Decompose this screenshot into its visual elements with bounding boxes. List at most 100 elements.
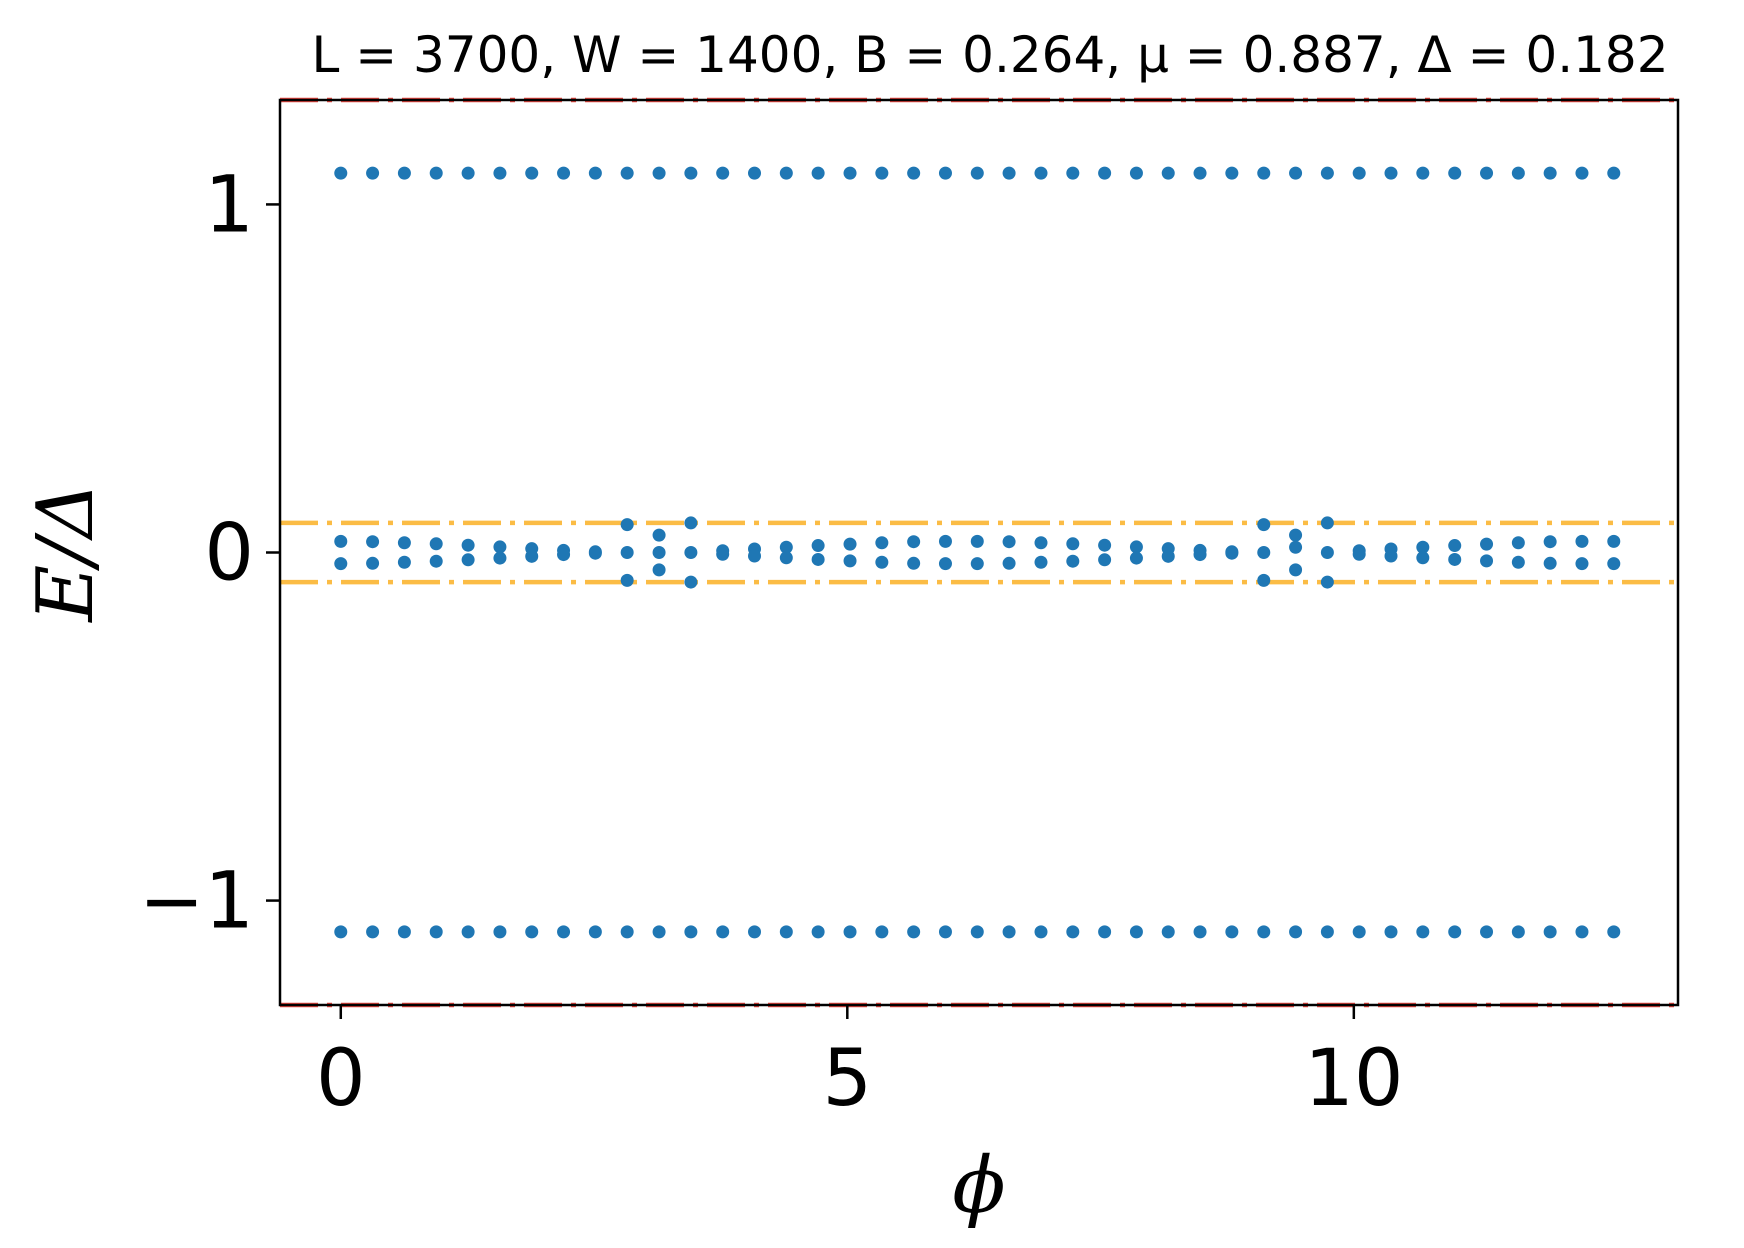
data-point xyxy=(334,557,348,571)
data-point xyxy=(334,925,348,939)
data-point xyxy=(1416,551,1430,565)
data-point xyxy=(1543,556,1557,570)
data-points xyxy=(334,166,1621,939)
data-point xyxy=(970,534,984,548)
data-point xyxy=(1289,925,1303,939)
data-point xyxy=(875,555,889,569)
data-point xyxy=(334,166,348,180)
data-point xyxy=(1543,166,1557,180)
data-point xyxy=(525,166,539,180)
data-point xyxy=(652,925,666,939)
data-point xyxy=(1257,925,1271,939)
data-point xyxy=(1384,549,1398,563)
data-point xyxy=(1034,555,1048,569)
data-point xyxy=(1448,539,1462,553)
chart-title: L = 3700, W = 1400, B = 0.264, μ = 0.887… xyxy=(311,26,1668,84)
data-point xyxy=(1289,563,1303,577)
data-point xyxy=(1161,166,1175,180)
data-point xyxy=(652,563,666,577)
data-point xyxy=(1098,166,1112,180)
data-point xyxy=(1320,166,1334,180)
data-point xyxy=(334,534,348,548)
data-point xyxy=(1416,925,1430,939)
data-point xyxy=(1448,552,1462,566)
data-point xyxy=(1002,556,1016,570)
data-point xyxy=(1511,925,1525,939)
data-point xyxy=(557,548,571,562)
data-point xyxy=(1129,551,1143,565)
data-point xyxy=(525,925,539,939)
data-point xyxy=(1320,516,1334,530)
data-point xyxy=(1448,925,1462,939)
data-point xyxy=(493,925,507,939)
x-tick-label: 10 xyxy=(1304,1034,1403,1124)
data-point xyxy=(716,547,730,561)
data-point xyxy=(1257,573,1271,587)
data-point xyxy=(1575,166,1589,180)
data-point xyxy=(461,538,475,552)
data-point xyxy=(1416,540,1430,554)
data-point xyxy=(716,166,730,180)
data-point xyxy=(1416,166,1430,180)
data-point xyxy=(684,575,698,589)
data-point xyxy=(493,540,507,554)
data-point xyxy=(397,925,411,939)
data-point xyxy=(1480,554,1494,568)
data-point xyxy=(843,925,857,939)
data-point xyxy=(684,925,698,939)
data-point xyxy=(493,166,507,180)
data-point xyxy=(429,537,443,551)
data-point xyxy=(397,536,411,550)
data-point xyxy=(620,573,634,587)
data-point xyxy=(1002,925,1016,939)
y-axis: −1 0 1 xyxy=(139,160,280,947)
data-point xyxy=(493,551,507,565)
data-point xyxy=(1161,925,1175,939)
data-point xyxy=(366,556,380,570)
data-point xyxy=(907,556,921,570)
data-point xyxy=(1448,166,1462,180)
data-point xyxy=(1352,547,1366,561)
data-point xyxy=(1161,549,1175,563)
data-point xyxy=(1384,925,1398,939)
data-point xyxy=(1193,548,1207,562)
data-point xyxy=(1320,575,1334,589)
data-point xyxy=(588,166,602,180)
data-point xyxy=(1257,518,1271,532)
data-point xyxy=(1607,557,1621,571)
data-point xyxy=(366,166,380,180)
data-point xyxy=(1034,925,1048,939)
data-point xyxy=(1543,925,1557,939)
data-point xyxy=(1607,534,1621,548)
data-point xyxy=(1511,555,1525,569)
data-point xyxy=(748,166,762,180)
data-point xyxy=(525,549,539,563)
data-point xyxy=(1002,535,1016,549)
x-axis-label: ϕ xyxy=(952,1141,1005,1231)
data-point xyxy=(875,536,889,550)
data-point xyxy=(684,166,698,180)
data-point xyxy=(429,166,443,180)
data-point xyxy=(1384,166,1398,180)
data-point xyxy=(748,925,762,939)
x-tick-label: 0 xyxy=(316,1034,366,1124)
data-point xyxy=(907,925,921,939)
data-point xyxy=(1066,166,1080,180)
data-point xyxy=(1034,166,1048,180)
data-point xyxy=(1352,925,1366,939)
data-point xyxy=(938,534,952,548)
data-point xyxy=(1480,537,1494,551)
data-point xyxy=(1257,166,1271,180)
data-point xyxy=(748,549,762,563)
data-point xyxy=(652,528,666,542)
data-point xyxy=(557,166,571,180)
data-point xyxy=(1098,925,1112,939)
data-point xyxy=(779,540,793,554)
data-point xyxy=(938,557,952,571)
data-point xyxy=(684,546,698,559)
data-point xyxy=(970,557,984,571)
data-point xyxy=(716,925,730,939)
data-point xyxy=(652,166,666,180)
x-axis: 0 5 10 xyxy=(316,1005,1403,1124)
